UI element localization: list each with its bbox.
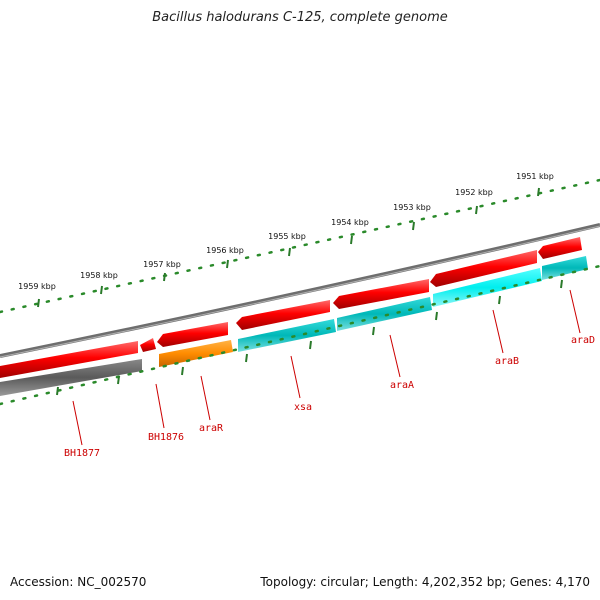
gene-label-BH1876[interactable]: BH1876	[148, 432, 184, 443]
topology-text: Topology: circular; Length: 4,202,352 bp…	[260, 575, 590, 589]
feature-arrow[interactable]	[538, 237, 582, 259]
outer-ruler	[0, 178, 600, 314]
feature-arrow[interactable]	[236, 300, 330, 330]
ruler-label: 1954 kbp	[331, 218, 369, 227]
gene-label-araR[interactable]: araR	[199, 423, 224, 434]
gene-araR-feature[interactable]	[159, 340, 233, 367]
ruler-label: 1956 kbp	[206, 246, 244, 255]
gene-xsa-feature[interactable]	[238, 319, 336, 352]
backbone	[0, 223, 600, 358]
ruler-label: 1959 kbp	[18, 282, 56, 291]
feature-arrow[interactable]	[430, 250, 537, 287]
inner-ruler	[0, 264, 600, 406]
feature-arrow[interactable]	[157, 322, 228, 347]
ruler-label: 1952 kbp	[455, 188, 493, 197]
reverse-strand-features	[0, 256, 588, 396]
feature-arrow[interactable]	[140, 338, 156, 352]
ruler-label: 1957 kbp	[143, 260, 181, 269]
gene-leader-lines	[72, 289, 581, 446]
gene-label-BH1877[interactable]: BH1877	[64, 448, 100, 459]
feature-arrow[interactable]	[0, 341, 138, 378]
gene-araB-feature[interactable]	[433, 268, 542, 307]
gene-label-araA[interactable]: araA	[390, 380, 414, 391]
gene-araA-feature[interactable]	[337, 297, 432, 331]
gene-BH1877-feature[interactable]	[0, 359, 142, 396]
gene-label-araB[interactable]: araB	[495, 356, 519, 367]
ruler-label: 1958 kbp	[80, 271, 118, 280]
ruler-label: 1951 kbp	[516, 172, 554, 181]
feature-arrow[interactable]	[333, 279, 429, 309]
gene-araD-feature[interactable]	[542, 256, 588, 280]
accession-text: Accession: NC_002570	[10, 575, 147, 589]
map-title: Bacillus halodurans C-125, complete geno…	[152, 10, 448, 25]
forward-strand-features	[0, 237, 582, 378]
gene-label-araD[interactable]: araD	[571, 335, 595, 346]
gene-label-xsa[interactable]: xsa	[294, 402, 312, 413]
ruler-label: 1953 kbp	[393, 203, 431, 212]
ruler-label: 1955 kbp	[268, 232, 306, 241]
